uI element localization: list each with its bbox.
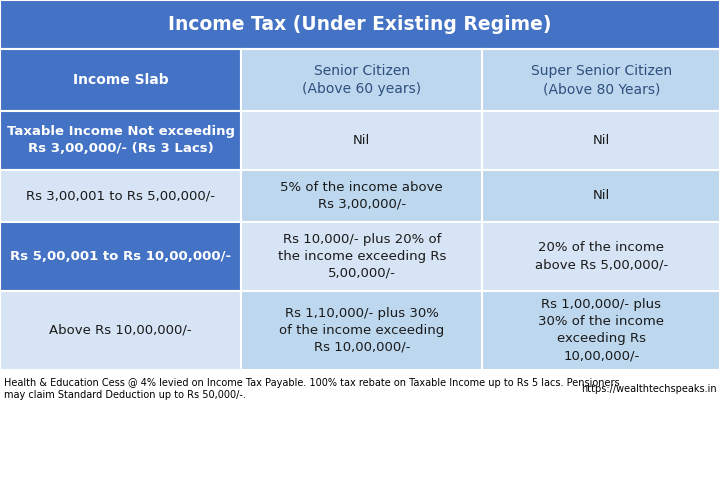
Bar [241, 222, 482, 291]
Bar [0, 222, 241, 291]
Bar [0, 170, 241, 222]
Bar [0, 0, 720, 49]
Text: Rs 3,00,001 to Rs 5,00,000/-: Rs 3,00,001 to Rs 5,00,000/- [26, 189, 215, 203]
Text: Rs 5,00,001 to Rs 10,00,000/-: Rs 5,00,001 to Rs 10,00,000/- [10, 250, 231, 263]
Bar [482, 170, 720, 222]
Text: Above Rs 10,00,000/-: Above Rs 10,00,000/- [49, 324, 192, 337]
Text: https://wealthtechspeaks.in: https://wealthtechspeaks.in [581, 384, 716, 394]
Bar [241, 170, 482, 222]
Bar [0, 291, 241, 370]
Bar [0, 370, 720, 408]
Text: Super Senior Citizen
(Above 80 Years): Super Senior Citizen (Above 80 Years) [531, 64, 672, 96]
Bar [241, 111, 482, 170]
Text: Income Tax (Under Existing Regime): Income Tax (Under Existing Regime) [168, 15, 552, 34]
Bar [0, 49, 241, 111]
Bar [241, 49, 482, 111]
Text: Income Slab: Income Slab [73, 73, 168, 87]
Bar [482, 222, 720, 291]
Bar [241, 291, 482, 370]
Text: Senior Citizen
(Above 60 years): Senior Citizen (Above 60 years) [302, 64, 421, 96]
Bar [0, 111, 241, 170]
Text: 20% of the income
above Rs 5,00,000/-: 20% of the income above Rs 5,00,000/- [534, 242, 668, 271]
Text: Nil: Nil [354, 134, 370, 147]
Text: Rs 1,00,000/- plus
30% of the income
exceeding Rs
10,00,000/-: Rs 1,00,000/- plus 30% of the income exc… [539, 298, 665, 362]
Bar [482, 291, 720, 370]
Text: Rs 10,000/- plus 20% of
the income exceeding Rs
5,00,000/-: Rs 10,000/- plus 20% of the income excee… [278, 233, 446, 280]
Text: Nil: Nil [593, 134, 610, 147]
Text: Rs 1,10,000/- plus 30%
of the income exceeding
Rs 10,00,000/-: Rs 1,10,000/- plus 30% of the income exc… [279, 307, 444, 354]
Bar [482, 49, 720, 111]
Text: Nil: Nil [593, 189, 610, 203]
Text: 5% of the income above
Rs 3,00,000/-: 5% of the income above Rs 3,00,000/- [280, 181, 444, 211]
Bar [482, 111, 720, 170]
Text: Health & Education Cess @ 4% levied on Income Tax Payable. 100% tax rebate on Ta: Health & Education Cess @ 4% levied on I… [4, 377, 619, 400]
Text: Taxable Income Not exceeding
Rs 3,00,000/- (Rs 3 Lacs): Taxable Income Not exceeding Rs 3,00,000… [6, 125, 235, 155]
